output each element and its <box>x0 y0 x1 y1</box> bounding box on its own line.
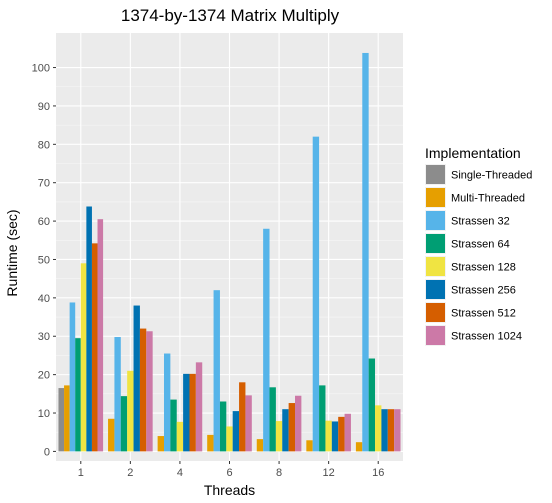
bar-strassen-1024-4 <box>195 362 203 452</box>
bar-strassen-32-6 <box>213 290 220 452</box>
bar-strassen-128-16 <box>375 405 382 452</box>
bar-strassen-256-4 <box>183 373 190 452</box>
x-tick-label: 8 <box>276 467 282 479</box>
legend-key-single-threaded <box>426 165 445 184</box>
bar-strassen-1024-1 <box>97 219 104 452</box>
legend-label: Strassen 128 <box>451 262 516 274</box>
bar-strassen-64-16 <box>368 358 376 452</box>
bar-strassen-512-12 <box>338 416 345 452</box>
bar-strassen-32-12 <box>312 136 320 452</box>
x-tick-label: 1 <box>78 467 84 479</box>
bar-strassen-128-8 <box>275 421 283 452</box>
bar-strassen-1024-12 <box>344 413 351 452</box>
legend-label: Multi-Threaded <box>451 193 525 205</box>
legend-label: Strassen 256 <box>451 285 516 297</box>
legend-title: Implementation <box>425 145 521 161</box>
y-axis-title: Runtime (sec) <box>4 209 20 296</box>
bar-strassen-256-16 <box>381 409 388 452</box>
bar-strassen-128-6 <box>226 426 233 452</box>
y-tick-label: 30 <box>38 331 50 343</box>
bar-strassen-64-1 <box>75 338 81 452</box>
y-tick-label: 0 <box>44 446 50 458</box>
bar-strassen-512-6 <box>239 382 246 452</box>
bar-strassen-1024-2 <box>146 331 153 452</box>
bar-multi-threaded-4 <box>157 436 164 452</box>
bar-strassen-1024-6 <box>245 395 252 452</box>
bar-strassen-256-12 <box>331 421 339 452</box>
bar-strassen-128-4 <box>176 421 184 452</box>
y-tick-label: 70 <box>38 178 50 190</box>
bar-strassen-32-8 <box>263 228 270 452</box>
bar-strassen-256-8 <box>282 409 289 452</box>
bar-strassen-128-12 <box>325 420 332 452</box>
legend-key-strassen-128 <box>426 257 445 276</box>
bar-strassen-512-2 <box>139 328 147 452</box>
bar-multi-threaded-6 <box>207 434 214 452</box>
bar-strassen-128-2 <box>127 370 134 452</box>
x-tick-label: 16 <box>372 467 384 479</box>
bar-strassen-1024-16 <box>394 409 401 452</box>
bar-strassen-64-8 <box>269 387 276 452</box>
bar-single-threaded-1 <box>58 388 65 452</box>
chart-title: 1374-by-1374 Matrix Multiply <box>121 6 340 25</box>
legend-label: Strassen 64 <box>451 239 510 251</box>
bar-multi-threaded-1 <box>64 385 70 452</box>
y-tick-label: 50 <box>38 254 50 266</box>
legend: Implementation Single-Threaded Multi-Thre… <box>425 145 532 346</box>
bar-strassen-512-1 <box>91 243 98 452</box>
legend-label: Single-Threaded <box>451 170 532 182</box>
bar-strassen-1024-8 <box>295 395 302 452</box>
bar-strassen-32-4 <box>163 353 171 452</box>
bar-strassen-512-4 <box>189 373 196 452</box>
x-tick-label: 2 <box>127 467 133 479</box>
legend-key-multi-threaded <box>426 188 445 207</box>
bar-multi-threaded-12 <box>306 440 313 452</box>
y-tick-label: 100 <box>32 63 50 75</box>
bar-strassen-64-12 <box>319 385 326 452</box>
y-tick-label: 40 <box>38 293 50 305</box>
legend-key-strassen-64 <box>426 234 445 253</box>
x-axis-title: Threads <box>204 482 255 498</box>
bar-multi-threaded-8 <box>256 439 264 452</box>
bar-strassen-256-2 <box>133 305 140 452</box>
y-tick-label: 10 <box>38 408 50 420</box>
x-axis-ticks: 1 2 4 6 8 12 16 <box>78 461 384 479</box>
bar-strassen-512-8 <box>288 403 296 452</box>
legend-label: Strassen 1024 <box>451 331 522 343</box>
legend-label: Strassen 32 <box>451 216 510 228</box>
bar-strassen-512-16 <box>387 409 395 452</box>
x-tick-label: 4 <box>177 467 183 479</box>
bar-strassen-64-4 <box>170 399 177 452</box>
bar-strassen-256-1 <box>86 206 92 452</box>
bar-strassen-32-1 <box>69 302 76 452</box>
bar-strassen-128-1 <box>80 263 87 452</box>
y-tick-label: 60 <box>38 216 50 228</box>
legend-label: Strassen 512 <box>451 308 516 320</box>
legend-key-strassen-256 <box>426 280 445 299</box>
bar-multi-threaded-2 <box>108 418 115 452</box>
bar-strassen-64-2 <box>120 396 128 452</box>
bar-strassen-32-2 <box>114 337 121 452</box>
y-tick-label: 90 <box>38 101 50 113</box>
x-tick-label: 12 <box>323 467 335 479</box>
legend-key-strassen-512 <box>426 303 445 322</box>
bar-series-group <box>58 52 401 452</box>
legend-key-strassen-1024 <box>426 326 445 345</box>
bar-strassen-64-6 <box>219 401 227 452</box>
y-tick-label: 80 <box>38 139 50 151</box>
y-tick-label: 20 <box>38 370 50 382</box>
bar-multi-threaded-16 <box>355 442 363 452</box>
bar-strassen-32-16 <box>362 52 369 452</box>
legend-key-strassen-32 <box>426 211 445 230</box>
y-axis-ticks: 0 10 20 30 40 50 60 70 80 90 100 <box>32 63 56 458</box>
x-tick-label: 6 <box>226 467 232 479</box>
bar-strassen-256-6 <box>232 411 240 452</box>
